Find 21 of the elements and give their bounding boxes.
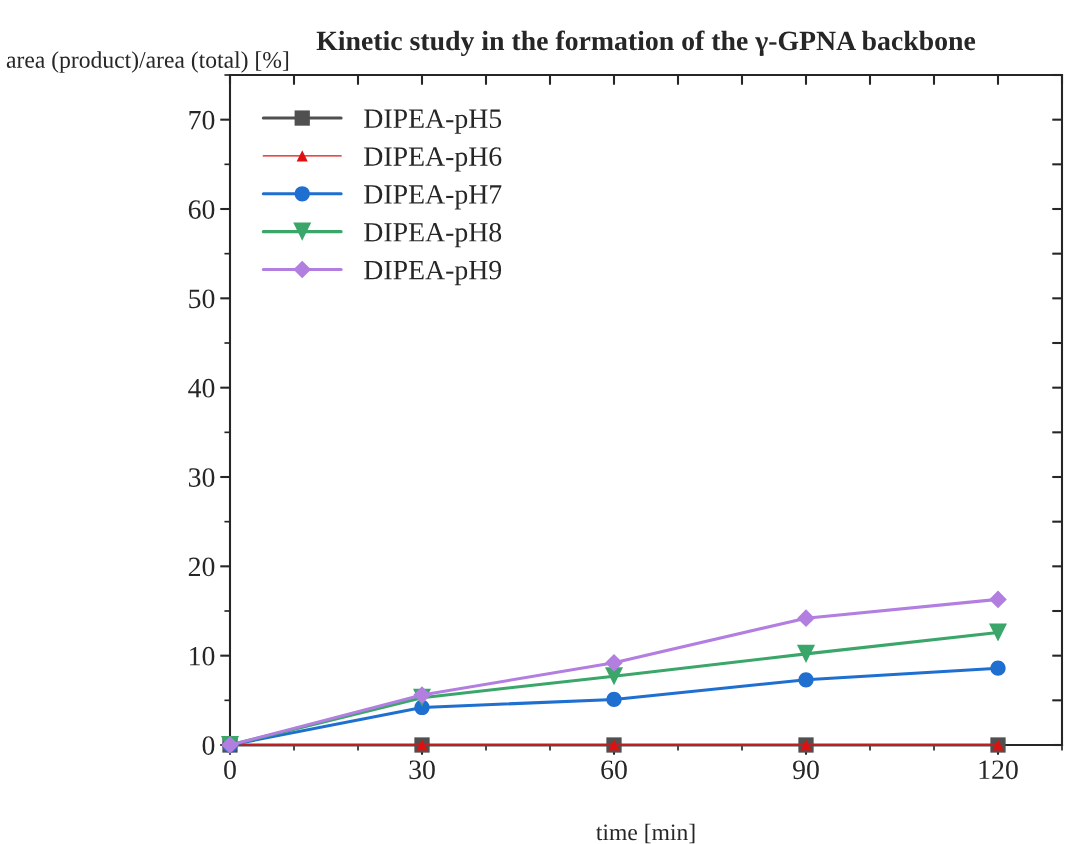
legend-label: DIPEA-pH6 [364,147,502,172]
y-tick-label: 20 [188,557,215,577]
y-tick-label: 10 [190,646,215,666]
y-tick-label: 70 [189,110,215,130]
chart-title: Kinetic study in the formation of the γ-GPNA backbone [316,30,976,56]
y-tick-label: 40 [188,378,215,398]
legend-label: DIPEA-pH8 [364,222,502,248]
legend-label: DIPEA-pH9 [364,260,502,286]
y-tick-label: 60 [188,200,215,219]
x-tick-label: 120 [979,760,1018,780]
legend-label: DIPEA-pH7 [364,185,502,210]
x-tick-label: 90 [793,760,819,780]
y-tick-label: 0 [202,736,215,755]
y-axis-title: area (product)/area (total) [%] [6,51,289,73]
x-tick-label: 60 [601,760,627,780]
x-tick-label: 30 [409,760,435,780]
x-axis-title: time [min] [596,823,695,844]
x-tick-label: 0 [224,760,236,780]
y-tick-label: 50 [189,289,215,309]
legend-label: DIPEA-pH5 [364,109,502,134]
y-tick-label: 30 [188,468,215,487]
